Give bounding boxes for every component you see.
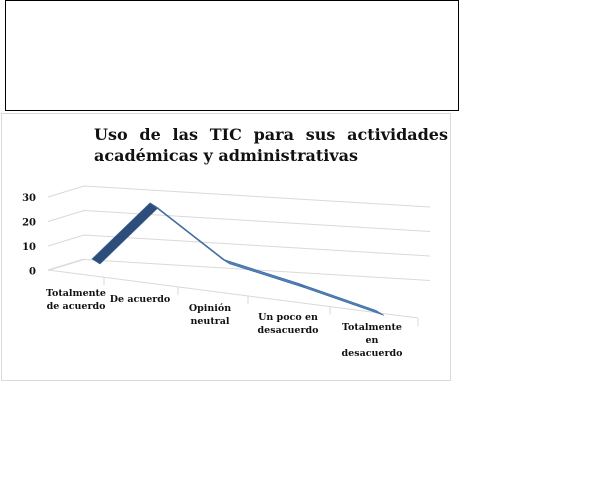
category-label: Opinión neutral — [189, 303, 231, 327]
category-label-line: Totalmente — [46, 288, 106, 299]
category-label-line: De acuerdo — [110, 294, 170, 305]
category-label-line: Opinión — [189, 303, 231, 314]
category-label-line: Un poco en — [258, 312, 318, 323]
chart-area — [1, 113, 451, 381]
side-gridline — [47, 210, 85, 222]
y-tick-label: 20 — [22, 218, 36, 229]
category-label: Totalmente de acuerdo — [46, 288, 106, 312]
category-label-line: desacuerdo — [258, 325, 319, 336]
gridline — [83, 185, 431, 208]
y-axis-ticks: 30 20 10 0 — [22, 193, 36, 278]
category-label: Un poco en desacuerdo — [258, 312, 319, 336]
y-tick-label: 0 — [29, 267, 36, 278]
series-segment — [149, 202, 231, 265]
series-segment — [221, 258, 307, 289]
category-label-line: desacuerdo — [342, 348, 403, 359]
side-gridline — [47, 234, 85, 247]
floor-front-edge — [47, 269, 419, 319]
chart-title: Uso de las TIC para sus actividades acad… — [94, 125, 448, 165]
category-label-line: de acuerdo — [47, 301, 106, 312]
empty-text-box — [5, 0, 459, 111]
category-label: De acuerdo — [110, 294, 170, 305]
gridlines — [47, 185, 431, 326]
category-labels: Totalmente de acuerdo De acuerdo Opinión neu… — [46, 288, 402, 359]
y-tick-label: 30 — [22, 193, 36, 204]
category-label-line: en — [366, 335, 379, 346]
floor-side-edge — [47, 258, 85, 271]
side-gridline — [47, 185, 85, 198]
category-label-line: neutral — [190, 316, 229, 327]
y-tick-label: 10 — [22, 242, 36, 253]
category-label: Totalmente en desacuerdo — [342, 322, 403, 359]
series-segment — [297, 282, 385, 316]
category-label-line: Totalmente — [342, 322, 402, 333]
data-series — [91, 202, 385, 316]
gridline — [83, 234, 431, 257]
